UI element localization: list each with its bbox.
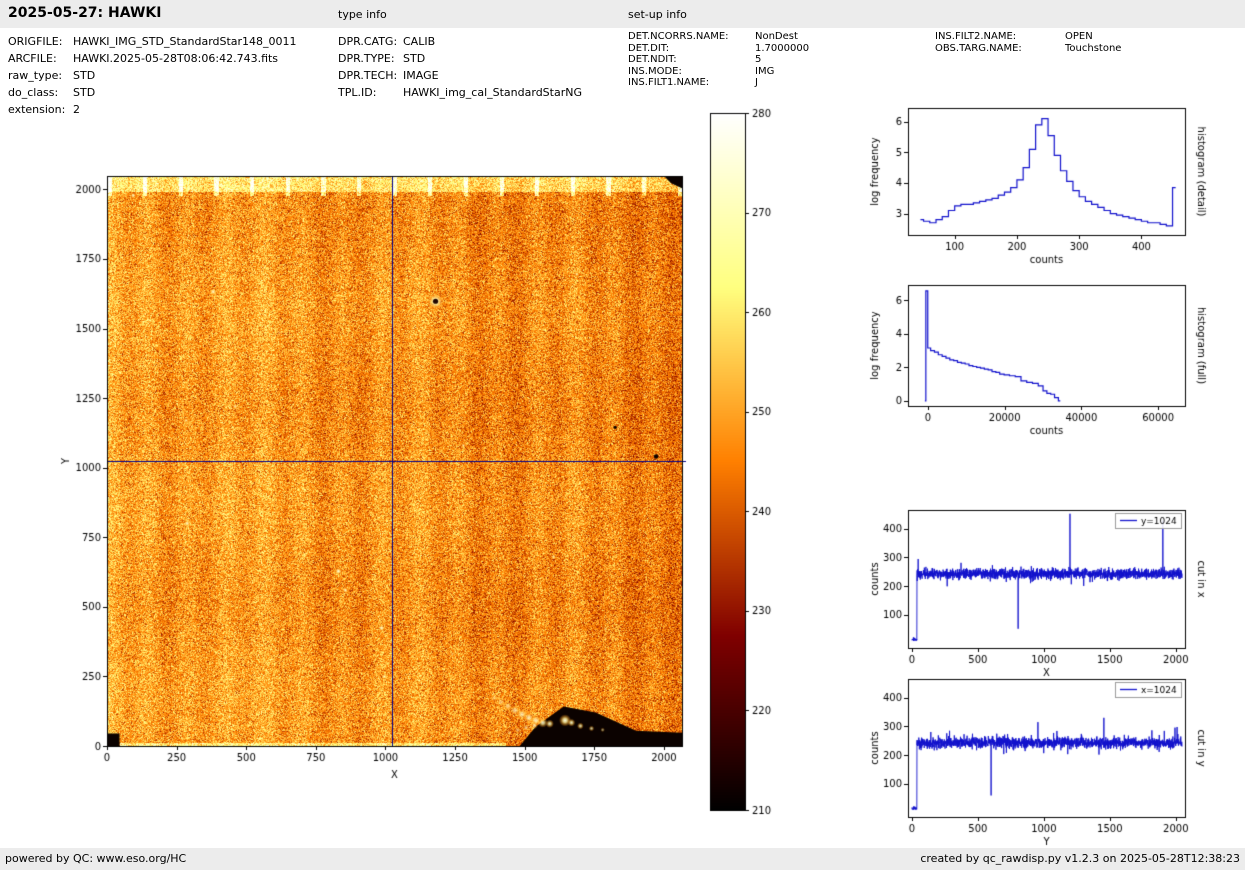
setup-info-block-2: INS.FILT2.NAME: OPEN OBS.TARG.NAME: Touchs… [935, 31, 1121, 54]
meta-value: J [755, 77, 758, 88]
meta-label: ARCFILE: [8, 52, 57, 65]
file-info-block: ORIGFILE: HAWKI_IMG_STD_StandardStar148_0… [8, 33, 297, 118]
meta-row: INS.MODE: IMG [628, 66, 809, 78]
meta-row: DET.DIT: 1.7000000 [628, 43, 809, 55]
meta-label: DPR.TYPE: [338, 52, 395, 65]
histogram-full-plot [860, 272, 1245, 457]
meta-value: HAWKI_img_cal_StandardStarNG [403, 86, 582, 99]
type-info-block: DPR.CATG: CALIB DPR.TYPE: STD DPR.TECH: IMA… [338, 33, 582, 101]
meta-value: 5 [755, 54, 762, 65]
meta-row: INS.FILT1.NAME: J [628, 77, 809, 89]
meta-row: INS.FILT2.NAME: OPEN [935, 31, 1121, 43]
footer-right: created by qc_rawdisp.py v1.2.3 on 2025-… [920, 852, 1240, 865]
meta-row: DET.NDIT: 5 [628, 54, 809, 66]
meta-row: DPR.TYPE: STD [338, 50, 582, 67]
meta-label: TPL.ID: [338, 86, 377, 99]
meta-label: OBS.TARG.NAME: [935, 42, 1022, 54]
meta-label: DET.NDIT: [628, 54, 677, 65]
meta-label: DPR.CATG: [338, 35, 398, 48]
meta-value: HAWKI.2025-05-28T08:06:42.743.fits [73, 52, 279, 65]
meta-row: raw_type: STD [8, 67, 297, 84]
page-title: 2025-05-27: HAWKI [8, 5, 162, 21]
meta-label: INS.FILT2.NAME: [935, 31, 1017, 42]
meta-value: 1.7000000 [755, 42, 810, 54]
meta-row: OBS.TARG.NAME: Touchstone [935, 43, 1121, 55]
meta-label: ORIGFILE: [8, 35, 63, 48]
histogram-detail-plot [860, 95, 1245, 280]
meta-value: OPEN [1065, 31, 1093, 42]
meta-label: raw_type: [8, 69, 63, 82]
meta-row: do_class: STD [8, 84, 297, 101]
meta-row: ARCFILE: HAWKI.2025-05-28T08:06:42.743.fi… [8, 50, 297, 67]
meta-label: DPR.TECH: [338, 69, 398, 82]
meta-value: NonDest [755, 31, 798, 42]
meta-value: HAWKI_IMG_STD_StandardStar148_0011 [73, 35, 297, 48]
meta-label: INS.MODE: [628, 65, 682, 77]
main-image-plot [55, 160, 695, 800]
meta-label: DET.NCORRS.NAME: [628, 31, 729, 42]
meta-value: CALIB [403, 35, 436, 48]
meta-label: INS.FILT1.NAME: [628, 77, 710, 88]
colorbar [695, 105, 795, 820]
setup-info-block: DET.NCORRS.NAME: NonDest DET.DIT: 1.700000… [628, 31, 809, 89]
meta-label: extension: [8, 103, 66, 116]
meta-row: DET.NCORRS.NAME: NonDest [628, 31, 809, 43]
footer-bar: powered by QC: www.eso.org/HC created by… [0, 848, 1245, 870]
meta-value: IMG [755, 65, 775, 77]
meta-label: do_class: [8, 86, 59, 99]
meta-row: ORIGFILE: HAWKI_IMG_STD_StandardStar148_0… [8, 33, 297, 50]
meta-row: DPR.CATG: CALIB [338, 33, 582, 50]
header-bar: 2025-05-27: HAWKI type info set-up info [0, 0, 1245, 28]
meta-label: DET.DIT: [628, 42, 670, 54]
footer-left: powered by QC: www.eso.org/HC [5, 852, 187, 865]
meta-row: TPL.ID: HAWKI_img_cal_StandardStarNG [338, 84, 582, 101]
cut-x-plot [860, 497, 1245, 689]
meta-value: STD [73, 69, 96, 82]
meta-row: DPR.TECH: IMAGE [338, 67, 582, 84]
meta-value: STD [73, 86, 96, 99]
section-title-setup-info: set-up info [628, 8, 687, 21]
section-title-type-info: type info [338, 8, 387, 21]
meta-value: 2 [73, 103, 80, 116]
meta-value: Touchstone [1065, 42, 1122, 54]
meta-value: IMAGE [403, 69, 439, 82]
cut-y-plot [860, 666, 1245, 858]
meta-row: extension: 2 [8, 101, 297, 118]
meta-value: STD [403, 52, 426, 65]
